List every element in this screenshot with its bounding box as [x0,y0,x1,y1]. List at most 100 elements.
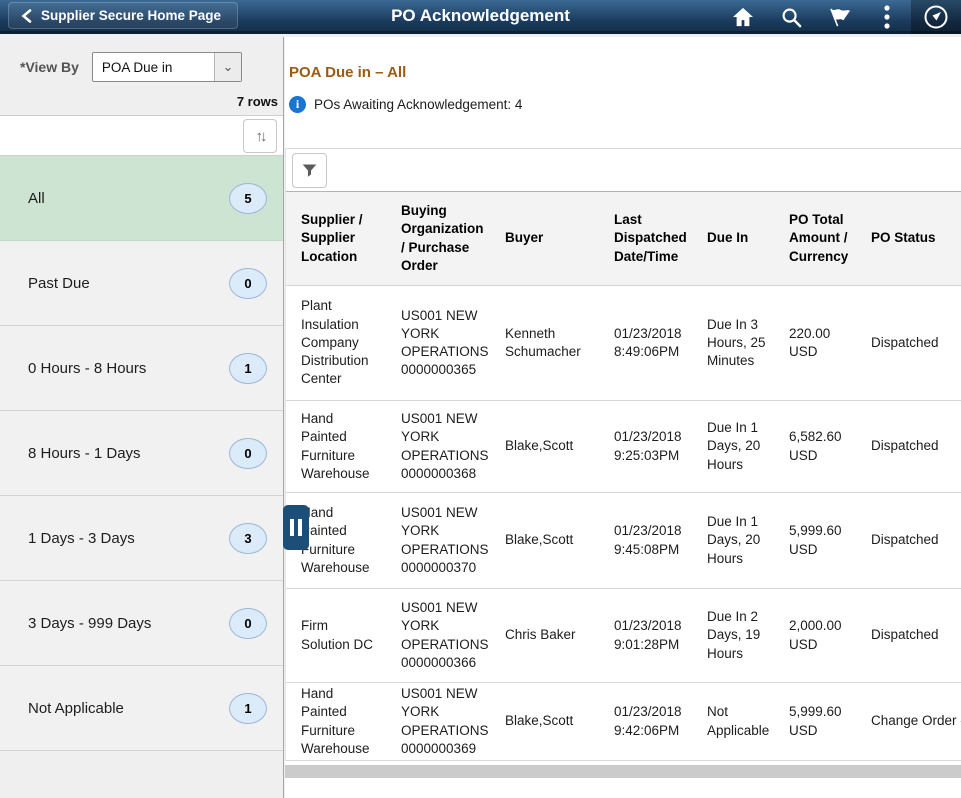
cell-amount: 6,582.60 USD [774,428,856,464]
cell-status: Change Order - [871,713,961,729]
po-currency: USD [789,636,818,652]
actions-menu-button[interactable] [863,0,911,34]
sidebar-item-all[interactable]: All 5 [0,156,283,241]
table-header-row: Supplier / Supplier Location Buying Orga… [286,191,961,286]
sidebar-item-8-hours-1-days[interactable]: 8 Hours - 1 Days 0 [0,411,283,496]
cell-dispatched: 01/23/2018 9:01:28PM [614,618,682,652]
buying-organization: US001 NEW YORK OPERATIONS [401,686,489,738]
cell-supplier: Plant Insulation Company Distribution Ce… [301,298,369,387]
cell-amount: 220.00 USD [774,325,856,361]
cell-amount: 2,000.00 USD [774,617,856,653]
notifications-button[interactable] [815,0,863,34]
view-by-select[interactable]: POA Due in ⌄ [91,52,242,82]
table-row[interactable]: Plant Insulation Company Distribution Ce… [286,286,961,401]
cell-supplier: Hand Painted Furniture Warehouse [301,411,370,481]
cell-dispatched: 01/23/2018 8:49:06PM [614,325,682,359]
cell-buyer: Kenneth Schumacher [505,325,581,359]
filter-button[interactable] [292,152,327,188]
column-header-amount: PO Total Amount / Currency [789,212,849,264]
grid-toolbar [286,149,961,191]
search-button[interactable] [767,0,815,34]
cell-dispatched: 01/23/2018 9:25:03PM [614,429,682,463]
count-badge: 0 [229,267,267,299]
table-row[interactable]: Hand Painted Furniture Warehouse US001 N… [286,401,961,493]
count-badge: 1 [229,692,267,724]
filter-funnel-icon [302,164,317,177]
purchase-order-number[interactable]: 0000000366 [401,654,477,670]
sort-button[interactable]: ↑↓ [243,119,277,153]
home-button[interactable] [719,0,767,34]
sidebar-item-label: All [28,189,45,207]
navbar-button[interactable] [911,0,961,34]
po-amount: 220.00 [789,325,831,341]
cell-status: Dispatched [871,627,939,643]
buying-organization: US001 NEW YORK OPERATIONS [401,505,489,557]
rows-count: 7 rows [236,94,278,109]
table-body: Plant Insulation Company Distribution Ce… [286,286,961,761]
cell-dispatched: 01/23/2018 9:45:08PM [614,523,682,557]
count-badge: 0 [229,607,267,639]
main-panel: POA Due in – All i POs Awaiting Acknowle… [285,37,961,798]
po-amount: 6,582.60 [789,429,842,445]
buying-organization: US001 NEW YORK OPERATIONS [401,307,489,359]
po-currency: USD [789,344,818,359]
column-header-buyer: Buyer [505,230,544,246]
scrollbar-thumb[interactable] [285,765,961,778]
view-by-row: *View By POA Due in ⌄ [0,37,283,92]
column-header-status: PO Status [871,230,936,246]
sidebar-item-label: Past Due [28,274,90,292]
column-header-buying-org: Buying Organization / Purchase Order [401,203,484,273]
count-badge: 0 [229,437,267,469]
sidebar-item-past-due[interactable]: Past Due 0 [0,241,283,326]
cell-due-in: Not Applicable [707,704,770,738]
kebab-menu-icon [884,5,890,29]
back-button-label: Supplier Secure Home Page [41,8,222,23]
sidebar-item-label: 3 Days - 999 Days [28,614,152,632]
cell-buying-org: US001 NEW YORK OPERATIONS 0000000366 [386,599,490,672]
horizontal-scrollbar[interactable] [285,765,961,778]
panel-resize-handle[interactable] [283,505,309,550]
search-icon [782,8,801,27]
purchase-order-number[interactable]: 0000000370 [401,559,477,575]
section-title: POA Due in – All [289,64,407,81]
column-header-due-in: Due In [707,230,749,246]
table-row[interactable]: Hand Painted Furniture Warehouse US001 N… [286,493,961,589]
column-header-dispatched: Last Dispatched Date/Time [614,212,687,264]
cell-supplier: Firm Solution DC [301,618,374,652]
cell-buyer: Chris Baker [505,627,576,643]
sidebar-item-label: 0 Hours - 8 Hours [28,359,147,377]
purchase-order-number[interactable]: 0000000365 [401,362,477,378]
filter-sidebar: *View By POA Due in ⌄ 7 rows ↑↓ All 5 Pa… [0,37,284,798]
home-icon [733,7,753,27]
cell-status: Dispatched [871,438,939,454]
cell-buying-org: US001 NEW YORK OPERATIONS 0000000368 [386,410,490,483]
buying-organization: US001 NEW YORK OPERATIONS [401,411,489,463]
flag-icon [829,8,850,27]
cell-buyer: Blake,Scott [505,532,574,548]
purchase-order-number[interactable]: 0000000369 [401,740,477,756]
sidebar-item-0-8-hours[interactable]: 0 Hours - 8 Hours 1 [0,326,283,411]
chevron-down-icon: ⌄ [213,53,241,81]
table-row[interactable]: Firm Solution DC US001 NEW YORK OPERATIO… [286,589,961,683]
top-bar: Supplier Secure Home Page PO Acknowledge… [0,0,961,34]
column-header-supplier: Supplier / Supplier Location [301,212,363,264]
cell-buying-org: US001 NEW YORK OPERATIONS 0000000370 [386,504,490,577]
purchase-order-number[interactable]: 0000000368 [401,465,477,481]
sidebar-item-1-3-days[interactable]: 1 Days - 3 Days 3 [0,496,283,581]
table-row[interactable]: Hand Painted Furniture Warehouse US001 N… [286,683,961,761]
sidebar-item-3-999-days[interactable]: 3 Days - 999 Days 0 [0,581,283,666]
page-title: PO Acknowledgement [391,5,570,25]
list-toolbar: ↑↓ [0,115,283,156]
cell-buying-org: US001 NEW YORK OPERATIONS 0000000365 [386,307,490,380]
back-button[interactable]: Supplier Secure Home Page [8,2,239,29]
cell-due-in: Due In 3 Hours, 25 Minutes [707,316,766,369]
view-by-label: *View By [20,59,79,75]
sidebar-item-not-applicable[interactable]: Not Applicable 1 [0,666,283,751]
cell-amount: 5,999.60 USD [774,522,856,558]
sidebar-item-label: Not Applicable [28,699,124,717]
po-amount: 5,999.60 [789,704,842,720]
cell-supplier: Hand Painted Furniture Warehouse [301,505,370,575]
info-text: POs Awaiting Acknowledgement: 4 [314,97,523,112]
po-grid: Supplier / Supplier Location Buying Orga… [285,148,961,761]
cell-due-in: Due In 1 Days, 20 Hours [707,420,761,472]
